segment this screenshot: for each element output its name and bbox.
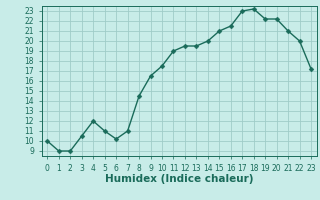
X-axis label: Humidex (Indice chaleur): Humidex (Indice chaleur): [105, 174, 253, 184]
